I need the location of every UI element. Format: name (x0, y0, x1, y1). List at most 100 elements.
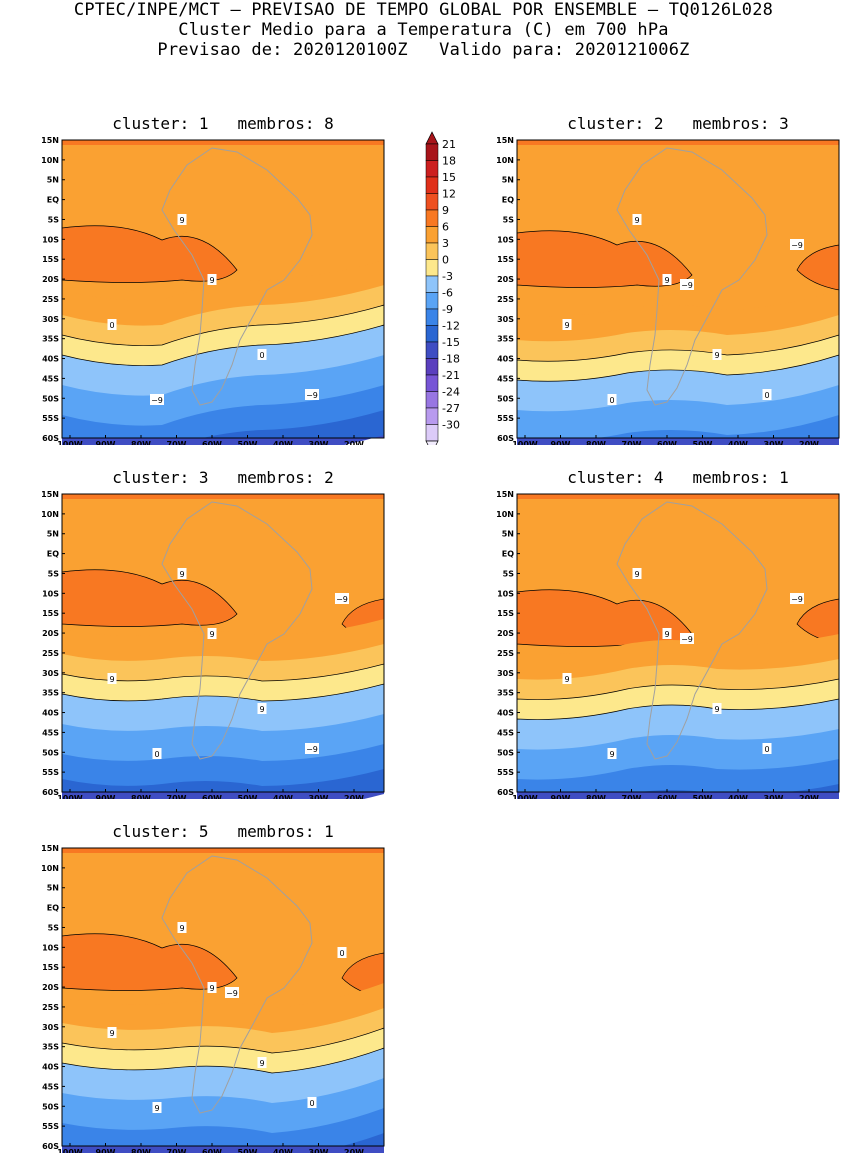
lon-label: 30W (309, 1148, 329, 1153)
warm-region-north (62, 140, 384, 145)
lat-label: EQ (47, 196, 59, 205)
contour-label-bg (305, 743, 319, 754)
lon-label: 20W (799, 794, 819, 799)
colorbar-swatch (425, 374, 439, 392)
map-frame (61, 139, 385, 439)
colorbar-swatch (425, 358, 439, 376)
contour-label: −9 (791, 595, 803, 604)
colorbar-arrow-bottom (425, 440, 439, 445)
contour-label-bg (790, 239, 804, 250)
lat-label: EQ (47, 904, 59, 913)
colorbar-label: 6 (442, 221, 449, 234)
contour-label-bg (662, 628, 672, 639)
lon-label: 100W (512, 440, 538, 445)
lon-label: 70W (167, 1148, 187, 1153)
contour-label: 0 (109, 321, 114, 330)
map-content: 9 9 9 9 0 0 −9 −9 15N 10N 5N EQ 5S 10S 15S 20S 25S 30S 35S… (496, 136, 840, 445)
lon-label: 40W (273, 440, 293, 445)
lat-label: 10N (41, 156, 59, 165)
contour-label-bg (257, 1057, 267, 1068)
lon-label: 70W (167, 440, 187, 445)
lon-label: 60W (202, 1148, 222, 1153)
lon-label: 90W (96, 440, 116, 445)
colorbar-label: -9 (442, 303, 453, 316)
lat-label: 40S (42, 709, 59, 718)
map-content: 9 9 9 9 0 −9 −9 15N 10N 5N EQ 5S 10S 15S 20S 25S 30S 35S 4… (41, 490, 385, 799)
lat-label: 5S (503, 215, 515, 224)
colorbar-swatch (425, 292, 439, 310)
contour-label: −9 (791, 241, 803, 250)
map-content: 9 9 0 0 −9 −9 15N 10N 5N EQ 5S 10S 15S 20S 25S 30S 35S 40… (41, 136, 385, 445)
colorbar-swatch (425, 193, 439, 211)
map-panel-3: 9 9 9 9 0 −9 −9 15N 10N 5N EQ 5S 10S 15S 20S 25S 30S 35S 4… (41, 490, 385, 799)
lat-label: 35S (42, 1043, 59, 1052)
map-content: 9 9 9 9 9 0 0 −9 15N 10N 5N EQ 5S 10S 15S 20S 25S 30S 35S 4… (41, 844, 385, 1153)
warm-region-north (517, 494, 839, 499)
lat-label: 50S (497, 394, 514, 403)
lat-label: 15N (41, 490, 59, 499)
warm-region-north (62, 494, 384, 499)
contour-label-bg (632, 214, 642, 225)
colorbar-swatch (425, 424, 439, 442)
lat-label: 45S (497, 728, 514, 737)
lat-label: 50S (497, 748, 514, 757)
contour-label: 9 (714, 351, 719, 360)
lon-label: 50W (693, 794, 713, 799)
lat-label: 55S (497, 414, 514, 423)
lat-label: 5N (47, 530, 59, 539)
contour-label: 9 (109, 675, 114, 684)
lat-label: 10N (41, 864, 59, 873)
lat-label: 45S (42, 1082, 59, 1091)
contour-label-bg (257, 349, 267, 360)
colorbar-swatch (425, 275, 439, 293)
contour-label-bg (207, 628, 217, 639)
contour-label: −9 (681, 281, 693, 290)
south-america-outline (161, 501, 313, 760)
contour-label: 9 (634, 570, 639, 579)
temperature-band (62, 410, 384, 445)
panel-5-title: cluster: 5 membros: 1 (112, 822, 334, 841)
south-america-outline (616, 147, 768, 406)
lon-label: 40W (728, 794, 748, 799)
colorbar-label: -27 (442, 402, 460, 415)
colorbar-label: -24 (442, 386, 460, 399)
contour-label-bg (680, 279, 694, 290)
contour-label-bg (762, 743, 772, 754)
lat-label: 35S (42, 335, 59, 344)
lon-label: 80W (586, 440, 606, 445)
lon-label: 30W (309, 440, 329, 445)
lon-label: 20W (344, 1148, 364, 1153)
lon-label: 70W (167, 794, 187, 799)
colorbar-swatch (425, 391, 439, 409)
lat-label: 50S (42, 394, 59, 403)
lon-label: 50W (238, 794, 258, 799)
lon-label: 90W (551, 440, 571, 445)
contour-label-bg (712, 703, 722, 714)
colorbar-label: 3 (442, 237, 449, 250)
lon-label: 50W (238, 440, 258, 445)
lat-label: 55S (42, 414, 59, 423)
lon-label: 30W (764, 794, 784, 799)
map-panel-2: 9 9 9 9 0 0 −9 −9 15N 10N 5N EQ 5S 10S 15S 20S 25S 30S 35S… (496, 136, 840, 445)
colorbar-label: -12 (442, 320, 460, 333)
panel-2-title: cluster: 2 membros: 3 (567, 114, 789, 133)
lat-label: 15N (41, 136, 59, 145)
contour-label-bg (632, 568, 642, 579)
lat-label: 5S (48, 215, 60, 224)
lon-label: 20W (799, 440, 819, 445)
lat-label: 60S (42, 788, 59, 797)
contour-label: 9 (179, 570, 184, 579)
contour-label: −9 (151, 396, 163, 405)
lon-label: 60W (202, 794, 222, 799)
map-content: 9 9 9 9 9 0 −9 −9 15N 10N 5N EQ 5S 10S 15S 20S 25S 30S 35S… (496, 490, 840, 799)
lat-label: 20S (42, 983, 59, 992)
lon-label: 100W (512, 794, 538, 799)
lat-label: 25S (42, 1003, 59, 1012)
contour-label: 0 (609, 396, 614, 405)
contour-label-bg (762, 389, 772, 400)
lon-label: 50W (693, 440, 713, 445)
temperature-band (62, 435, 384, 445)
lat-label: 10N (41, 510, 59, 519)
contour-label-bg (662, 274, 672, 285)
lat-label: 60S (497, 788, 514, 797)
